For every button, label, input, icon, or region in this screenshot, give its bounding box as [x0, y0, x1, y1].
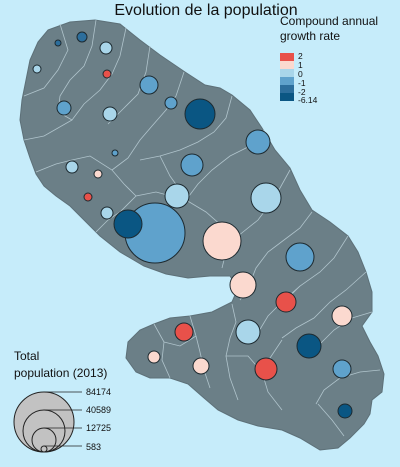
commune-symbol: [332, 359, 352, 379]
population-size-legend: Total population (2013) 84174 40589 1272…: [13, 349, 111, 453]
commune-symbol: [113, 209, 143, 239]
commune-symbol: [337, 403, 353, 419]
size-legend-value-1: 84174: [86, 387, 111, 397]
legend-swatch-2: [280, 53, 294, 61]
commune-symbol: [147, 350, 161, 364]
commune-symbol: [54, 39, 62, 47]
commune-symbol: [83, 192, 93, 202]
growth-legend-title-line1: Compound annual: [280, 14, 378, 28]
commune-symbol: [102, 106, 118, 122]
legend-label-minus1: -1: [298, 78, 306, 88]
legend-swatch-minus1: [280, 77, 294, 85]
size-legend-title-line1: Total: [14, 349, 39, 363]
growth-rate-legend: Compound annual growth rate 2 1 0 -1 -2 …: [280, 14, 378, 105]
legend-label-minus614: -6.14: [298, 95, 318, 105]
commune-symbol: [164, 183, 190, 209]
commune-symbol: [32, 64, 42, 74]
size-legend-circle-tiny: [40, 445, 48, 453]
legend-label-2: 2: [298, 51, 303, 61]
commune-symbol: [250, 182, 282, 214]
commune-symbol: [245, 129, 271, 155]
commune-symbol: [100, 206, 114, 220]
commune-symbol: [202, 221, 242, 261]
commune-symbol: [93, 169, 103, 179]
size-legend-value-4: 583: [86, 442, 101, 452]
commune-symbol: [102, 69, 112, 79]
commune-symbol: [180, 153, 204, 177]
commune-symbol: [65, 160, 79, 174]
commune-borders: [23, 19, 381, 437]
commune-symbol: [111, 149, 119, 157]
legend-swatch-minus2: [280, 85, 294, 93]
size-legend-value-2: 40589: [86, 405, 111, 415]
growth-legend-title-line2: growth rate: [280, 29, 340, 43]
commune-symbol: [275, 291, 297, 313]
commune-symbol: [254, 357, 278, 381]
commune-symbol: [174, 322, 194, 342]
legend-swatch-minus614: [280, 93, 294, 101]
commune-symbol: [184, 98, 216, 130]
size-legend-title-line2: population (2013): [14, 366, 107, 380]
commune-symbol: [235, 319, 261, 345]
proportional-symbols: [32, 31, 353, 419]
legend-label-minus2: -2: [298, 87, 306, 97]
commune-symbol: [192, 357, 210, 375]
commune-symbol: [99, 41, 113, 55]
commune-symbol: [229, 271, 257, 299]
legend-label-1: 1: [298, 60, 303, 70]
commune-symbol: [56, 100, 72, 116]
commune-symbol: [76, 31, 88, 43]
map-title: Evolution de la population: [114, 2, 297, 19]
commune-symbol: [139, 75, 159, 95]
legend-swatch-1: [280, 61, 294, 69]
commune-symbol: [164, 96, 178, 110]
size-legend-value-3: 12725: [86, 423, 111, 433]
legend-label-0: 0: [298, 69, 303, 79]
commune-symbol: [331, 305, 353, 327]
legend-swatch-0: [280, 69, 294, 77]
commune-symbol: [285, 242, 315, 272]
island-shape: [19, 19, 385, 451]
commune-symbol: [296, 333, 322, 359]
